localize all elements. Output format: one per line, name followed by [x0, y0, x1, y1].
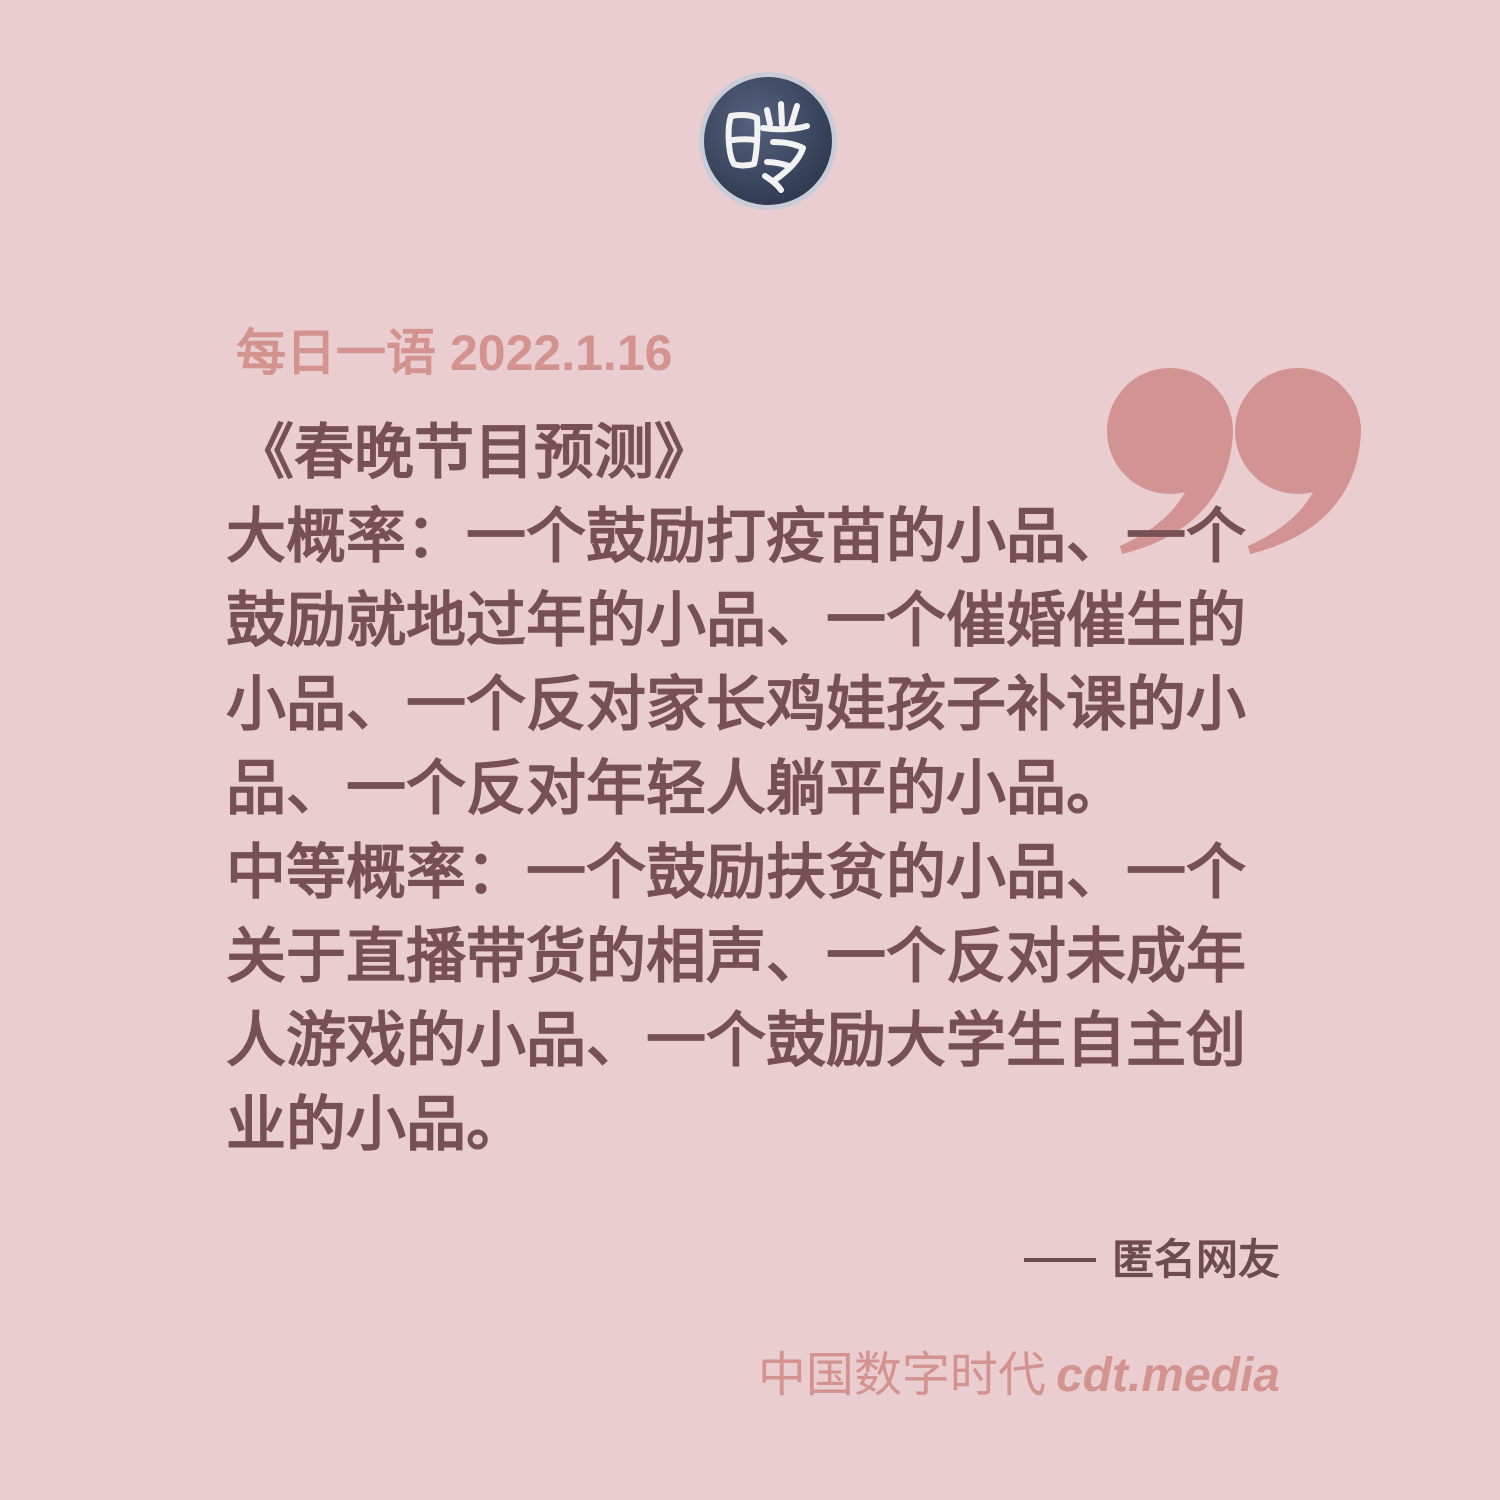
quote-line: 大概率：一个鼓励打疫苗的小品、一个: [226, 502, 1246, 572]
brand-url: cdt.media: [1055, 1349, 1280, 1402]
logo-seal-icon: [699, 72, 837, 210]
brand-name: 中国数字时代: [757, 1347, 1046, 1403]
quote-body: 《春晚节目预测》 大概率：一个鼓励打疫苗的小品、一个 鼓励就地过年的小品、一个催…: [226, 411, 1286, 1167]
heading-date: 2022.1.16: [450, 325, 673, 381]
quote-line: 品、一个反对年轻人躺平的小品。: [226, 754, 1126, 824]
logo: [697, 70, 839, 212]
em-dash: [1023, 1258, 1096, 1262]
quote-line: 关于直播带货的相声、一个反对未成年: [226, 922, 1246, 992]
quote-line: 中等概率：一个鼓励扶贫的小品、一个: [226, 838, 1246, 908]
quote-line: 人游戏的小品、一个鼓励大学生自主创: [226, 1006, 1246, 1076]
attribution: 匿名网友: [1023, 1228, 1280, 1292]
quotation-mark-icon: [1100, 366, 1370, 561]
quote-line: 业的小品。: [226, 1090, 526, 1160]
quote-title: 《春晚节目预测》: [234, 418, 714, 488]
daily-quote-heading: 每日一语 2022.1.16: [236, 318, 672, 388]
heading-title: 每日一语: [236, 325, 436, 381]
quote-line: 鼓励就地过年的小品、一个催婚催生的: [226, 586, 1246, 656]
attribution-author: 匿名网友: [1111, 1235, 1280, 1284]
quote-line: 小品、一个反对家长鸡娃孩子补课的小: [226, 670, 1246, 740]
footer-brand: 中国数字时代 cdt.media: [758, 1342, 1280, 1409]
